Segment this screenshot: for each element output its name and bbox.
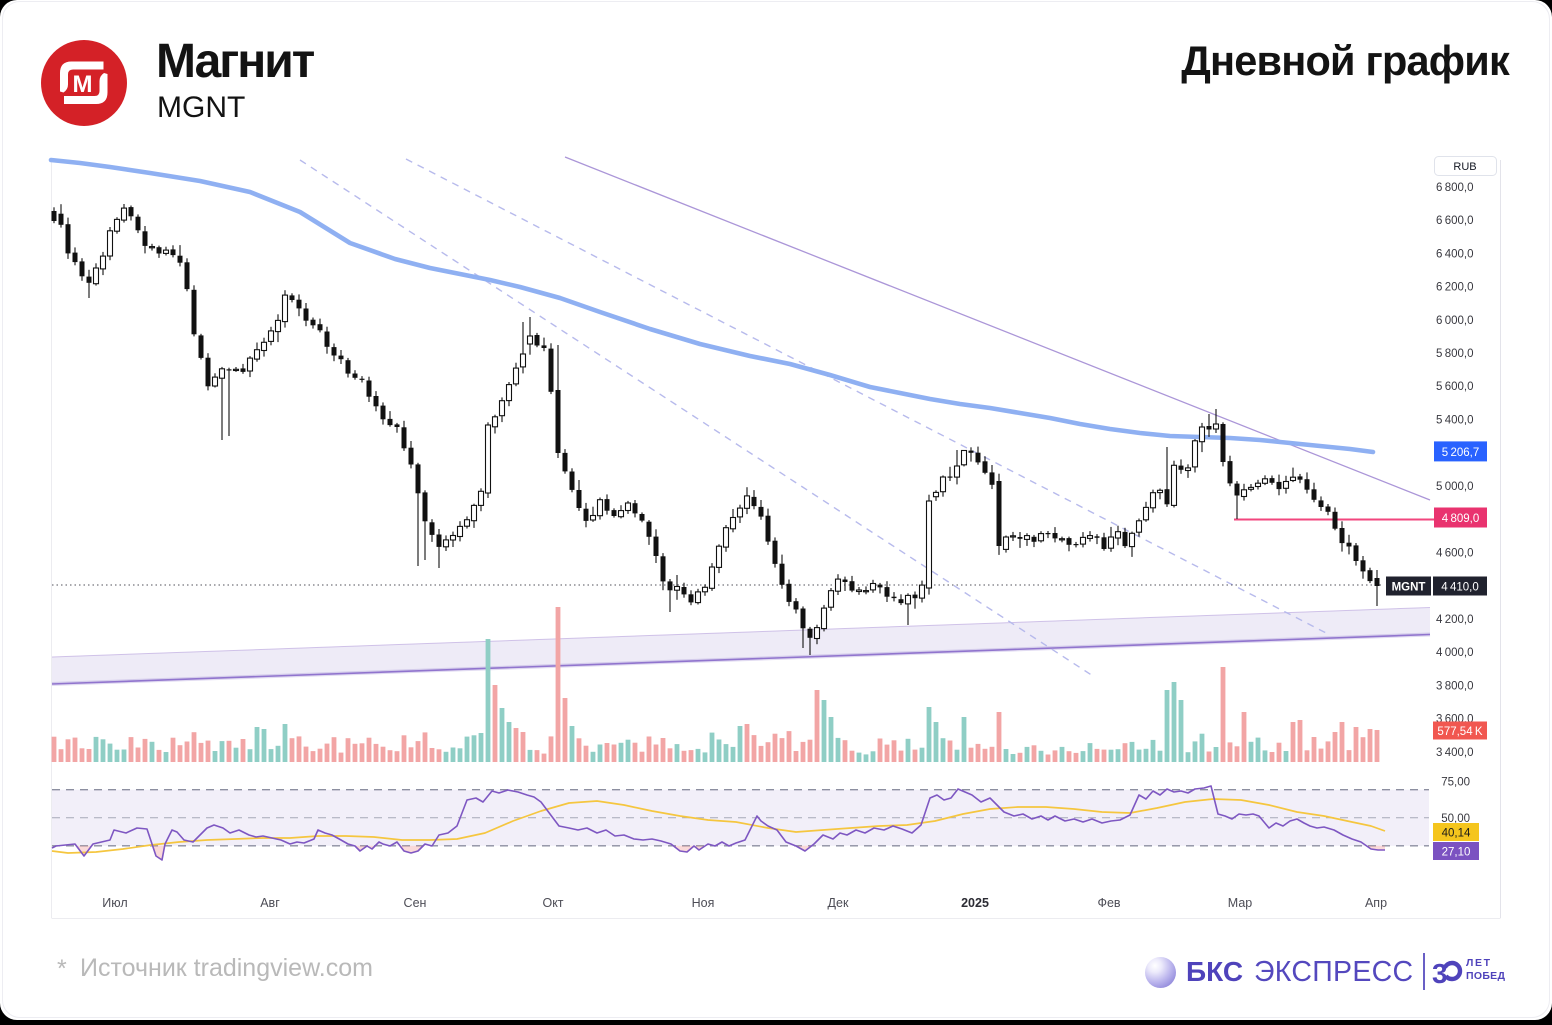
svg-text:6 600,0: 6 600,0 [1436, 215, 1473, 227]
svg-text:RUB: RUB [1453, 161, 1476, 173]
svg-text:40,14: 40,14 [1442, 828, 1471, 840]
svg-text:2025: 2025 [961, 896, 989, 910]
svg-text:Сен: Сен [404, 896, 427, 910]
svg-text:Апр: Апр [1365, 896, 1387, 910]
svg-text:3 400,0: 3 400,0 [1436, 747, 1473, 759]
svg-text:Дек: Дек [828, 896, 849, 910]
svg-text:4 809,0: 4 809,0 [1442, 513, 1479, 525]
svg-text:6 400,0: 6 400,0 [1436, 248, 1473, 260]
svg-text:MGNT: MGNT [1392, 582, 1426, 594]
svg-text:6 200,0: 6 200,0 [1436, 282, 1473, 294]
svg-text:6 800,0: 6 800,0 [1436, 182, 1473, 194]
svg-text:Окт: Окт [542, 896, 563, 910]
svg-text:Ноя: Ноя [692, 896, 715, 910]
svg-text:Фев: Фев [1097, 896, 1120, 910]
svg-text:4 000,0: 4 000,0 [1436, 647, 1473, 659]
svg-text:Авг: Авг [260, 896, 280, 910]
svg-text:5 000,0: 5 000,0 [1436, 481, 1473, 493]
svg-text:5 600,0: 5 600,0 [1436, 381, 1473, 393]
svg-text:75,00: 75,00 [1441, 777, 1470, 789]
svg-text:27,10: 27,10 [1442, 847, 1471, 859]
svg-text:5 800,0: 5 800,0 [1436, 348, 1473, 360]
svg-text:4 410,0: 4 410,0 [1441, 582, 1478, 594]
svg-text:577,54 K: 577,54 K [1437, 726, 1482, 738]
svg-text:4 600,0: 4 600,0 [1436, 547, 1473, 559]
svg-text:6 000,0: 6 000,0 [1436, 315, 1473, 327]
svg-text:4 200,0: 4 200,0 [1436, 614, 1473, 626]
svg-text:Мар: Мар [1228, 896, 1253, 910]
svg-text:3 800,0: 3 800,0 [1436, 680, 1473, 692]
svg-text:Июл: Июл [102, 896, 127, 910]
svg-text:5 400,0: 5 400,0 [1436, 415, 1473, 427]
svg-text:5 206,7: 5 206,7 [1442, 447, 1479, 459]
